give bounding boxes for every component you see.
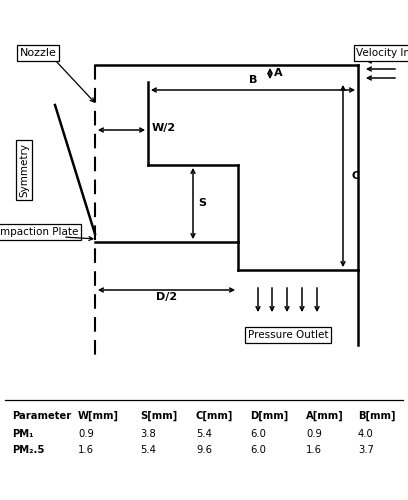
Text: 6.0: 6.0 [250,445,266,455]
Text: 1.6: 1.6 [306,445,322,455]
Text: 3.7: 3.7 [358,445,374,455]
Text: S: S [198,198,206,208]
Text: A[mm]: A[mm] [306,411,344,421]
Text: A: A [274,68,283,78]
Text: D[mm]: D[mm] [250,411,288,421]
Text: PM₂.5: PM₂.5 [12,445,44,455]
Text: C: C [351,171,359,181]
Text: 9.6: 9.6 [196,445,212,455]
Text: 1.6: 1.6 [78,445,94,455]
Text: Nozzle: Nozzle [20,48,56,58]
Text: W/2: W/2 [152,123,176,133]
Text: 4.0: 4.0 [358,429,374,439]
Text: Symmetry: Symmetry [19,143,29,197]
Text: 0.9: 0.9 [78,429,94,439]
Text: 5.4: 5.4 [196,429,212,439]
Text: 0.9: 0.9 [306,429,322,439]
Text: Velocity Inlet: Velocity Inlet [356,48,408,58]
Text: B: B [249,75,257,85]
Text: PM₁: PM₁ [12,429,33,439]
Text: C[mm]: C[mm] [196,411,233,421]
Text: D/2: D/2 [156,292,177,302]
Text: B[mm]: B[mm] [358,411,395,421]
Text: Impaction Plate: Impaction Plate [0,227,79,237]
Text: Parameter: Parameter [12,411,71,421]
Text: 5.4: 5.4 [140,445,156,455]
Text: 3.8: 3.8 [140,429,156,439]
Text: W[mm]: W[mm] [78,411,119,421]
Text: 6.0: 6.0 [250,429,266,439]
Text: S[mm]: S[mm] [140,411,177,421]
Text: Pressure Outlet: Pressure Outlet [248,330,328,340]
